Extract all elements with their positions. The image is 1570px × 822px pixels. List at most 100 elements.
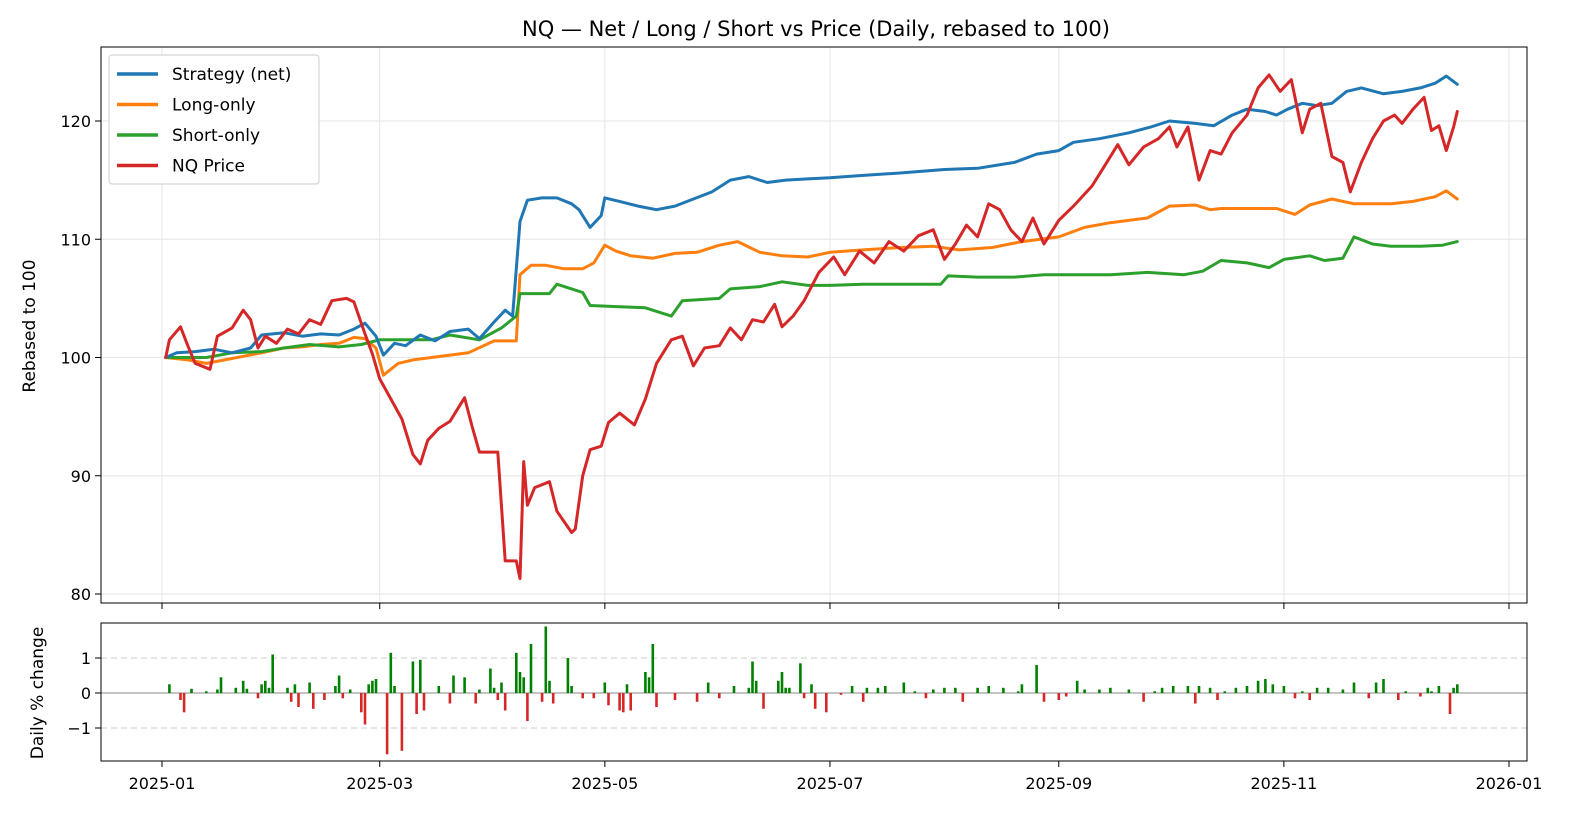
daily-change-bar (360, 693, 363, 713)
daily-change-bar (1194, 693, 1197, 704)
daily-change-bar (747, 687, 751, 694)
daily-change-bar (976, 687, 979, 694)
daily-change-bar (902, 682, 906, 693)
daily-change-bar (1234, 687, 1238, 694)
daily-change-bar (876, 687, 880, 694)
daily-change-bar (334, 686, 337, 693)
daily-change-bar (245, 688, 249, 693)
daily-change-bar (526, 693, 529, 721)
main-y-tick-labels: 80 90 100 110 120 (60, 112, 91, 604)
sub-grid (101, 657, 1527, 729)
daily-change-bar (570, 686, 573, 693)
daily-change-bar (419, 659, 422, 694)
daily-change-bar (400, 693, 404, 751)
daily-change-bar (182, 693, 186, 713)
y-tick-label: 120 (60, 112, 91, 131)
daily-change-bar (289, 693, 293, 702)
daily-change-bar (732, 686, 736, 693)
daily-change-bar (651, 644, 655, 693)
daily-change-bar (581, 693, 584, 699)
daily-change-bar (168, 684, 171, 694)
daily-change-bar (839, 693, 843, 695)
legend: Strategy (net) Long-only Short-only NQ Pric… (108, 54, 320, 185)
daily-change-bar (179, 693, 182, 700)
daily-change-bar (216, 689, 219, 693)
daily-change-bar (389, 652, 393, 694)
daily-change-bar (256, 693, 260, 699)
daily-change-bar (341, 693, 345, 699)
daily-change-bar (673, 693, 677, 700)
daily-change-bar (415, 693, 418, 714)
x-tick-label: 2025-05 (571, 774, 638, 793)
x-tick-label: 2025-03 (346, 774, 413, 793)
daily-change-bar (924, 693, 928, 699)
daily-change-bar (622, 693, 625, 713)
daily-change-bar (780, 672, 784, 693)
daily-change-bar (784, 687, 787, 694)
daily-change-bar (1216, 693, 1219, 700)
main-tick-marks (95, 120, 1510, 609)
daily-change-bar (1430, 691, 1433, 694)
daily-change-bar (371, 680, 374, 694)
daily-change-bar (1020, 684, 1024, 694)
daily-change-bar (618, 693, 621, 711)
daily-change-bar (551, 693, 555, 704)
daily-change-bar (411, 661, 415, 693)
legend-label: Long-only (172, 96, 256, 116)
x-tick-label: 2025-07 (797, 774, 864, 793)
main-axes-frame (100, 46, 1528, 604)
daily-change-bar (865, 687, 869, 694)
main-y-axis-label: Rebased to 100 (20, 259, 40, 392)
x-tick-label: 2026-01 (1476, 774, 1543, 793)
daily-change-bar (861, 693, 865, 702)
daily-change-bar (943, 687, 946, 694)
daily-change-bar (813, 693, 817, 709)
x-tick-label: 2025-01 (129, 774, 196, 793)
daily-change-bar (297, 693, 300, 707)
daily-change-bar (219, 677, 223, 694)
daily-change-bar (374, 679, 378, 693)
daily-change-bar (323, 693, 326, 700)
daily-change-bar (337, 675, 341, 693)
daily-change-bar (1374, 682, 1378, 693)
daily-change-bar (544, 626, 548, 693)
daily-change-bar (1171, 686, 1175, 693)
daily-change-bar (1271, 684, 1275, 694)
daily-change-bar (1341, 689, 1345, 693)
legend-box (108, 54, 320, 185)
legend-label: Strategy (net) (172, 65, 291, 85)
sub-tick-marks (95, 657, 1510, 767)
daily-change-bar (308, 682, 311, 693)
sub-y-tick-labels: −1 0 1 (67, 649, 91, 738)
daily-change-bar (1035, 665, 1038, 693)
daily-change-bar (286, 687, 289, 694)
daily-change-bar (518, 672, 522, 693)
daily-change-bar (1042, 693, 1046, 702)
daily-change-bar (1448, 693, 1452, 714)
daily-change-bar (1208, 687, 1212, 694)
daily-change-bar (825, 693, 828, 713)
daily-change-bar (1382, 679, 1385, 693)
daily-change-bar (474, 693, 477, 704)
daily-change-bar (850, 686, 854, 693)
sub-axes-frame (100, 622, 1528, 762)
daily-change-bar (629, 693, 632, 711)
daily-change-bar (592, 693, 596, 699)
daily-change-bar (463, 677, 466, 694)
daily-change-bar (492, 687, 496, 694)
daily-change-bar (1419, 693, 1422, 697)
x-tick-label: 2025-11 (1250, 774, 1317, 793)
daily-change-bar (1426, 687, 1430, 694)
daily-change-bar (603, 682, 607, 693)
y-tick-label: 100 (60, 349, 91, 368)
daily-change-bar (1002, 687, 1005, 694)
daily-change-bar (961, 693, 965, 702)
daily-change-bar (987, 686, 990, 693)
daily-change-bar (500, 682, 503, 693)
daily-change-bar (1326, 687, 1330, 694)
daily-change-bar (1293, 693, 1297, 699)
series-line-nq-price (164, 73, 1459, 581)
sub-daily-change-bars (168, 626, 1459, 755)
daily-change-bar (1127, 689, 1131, 693)
